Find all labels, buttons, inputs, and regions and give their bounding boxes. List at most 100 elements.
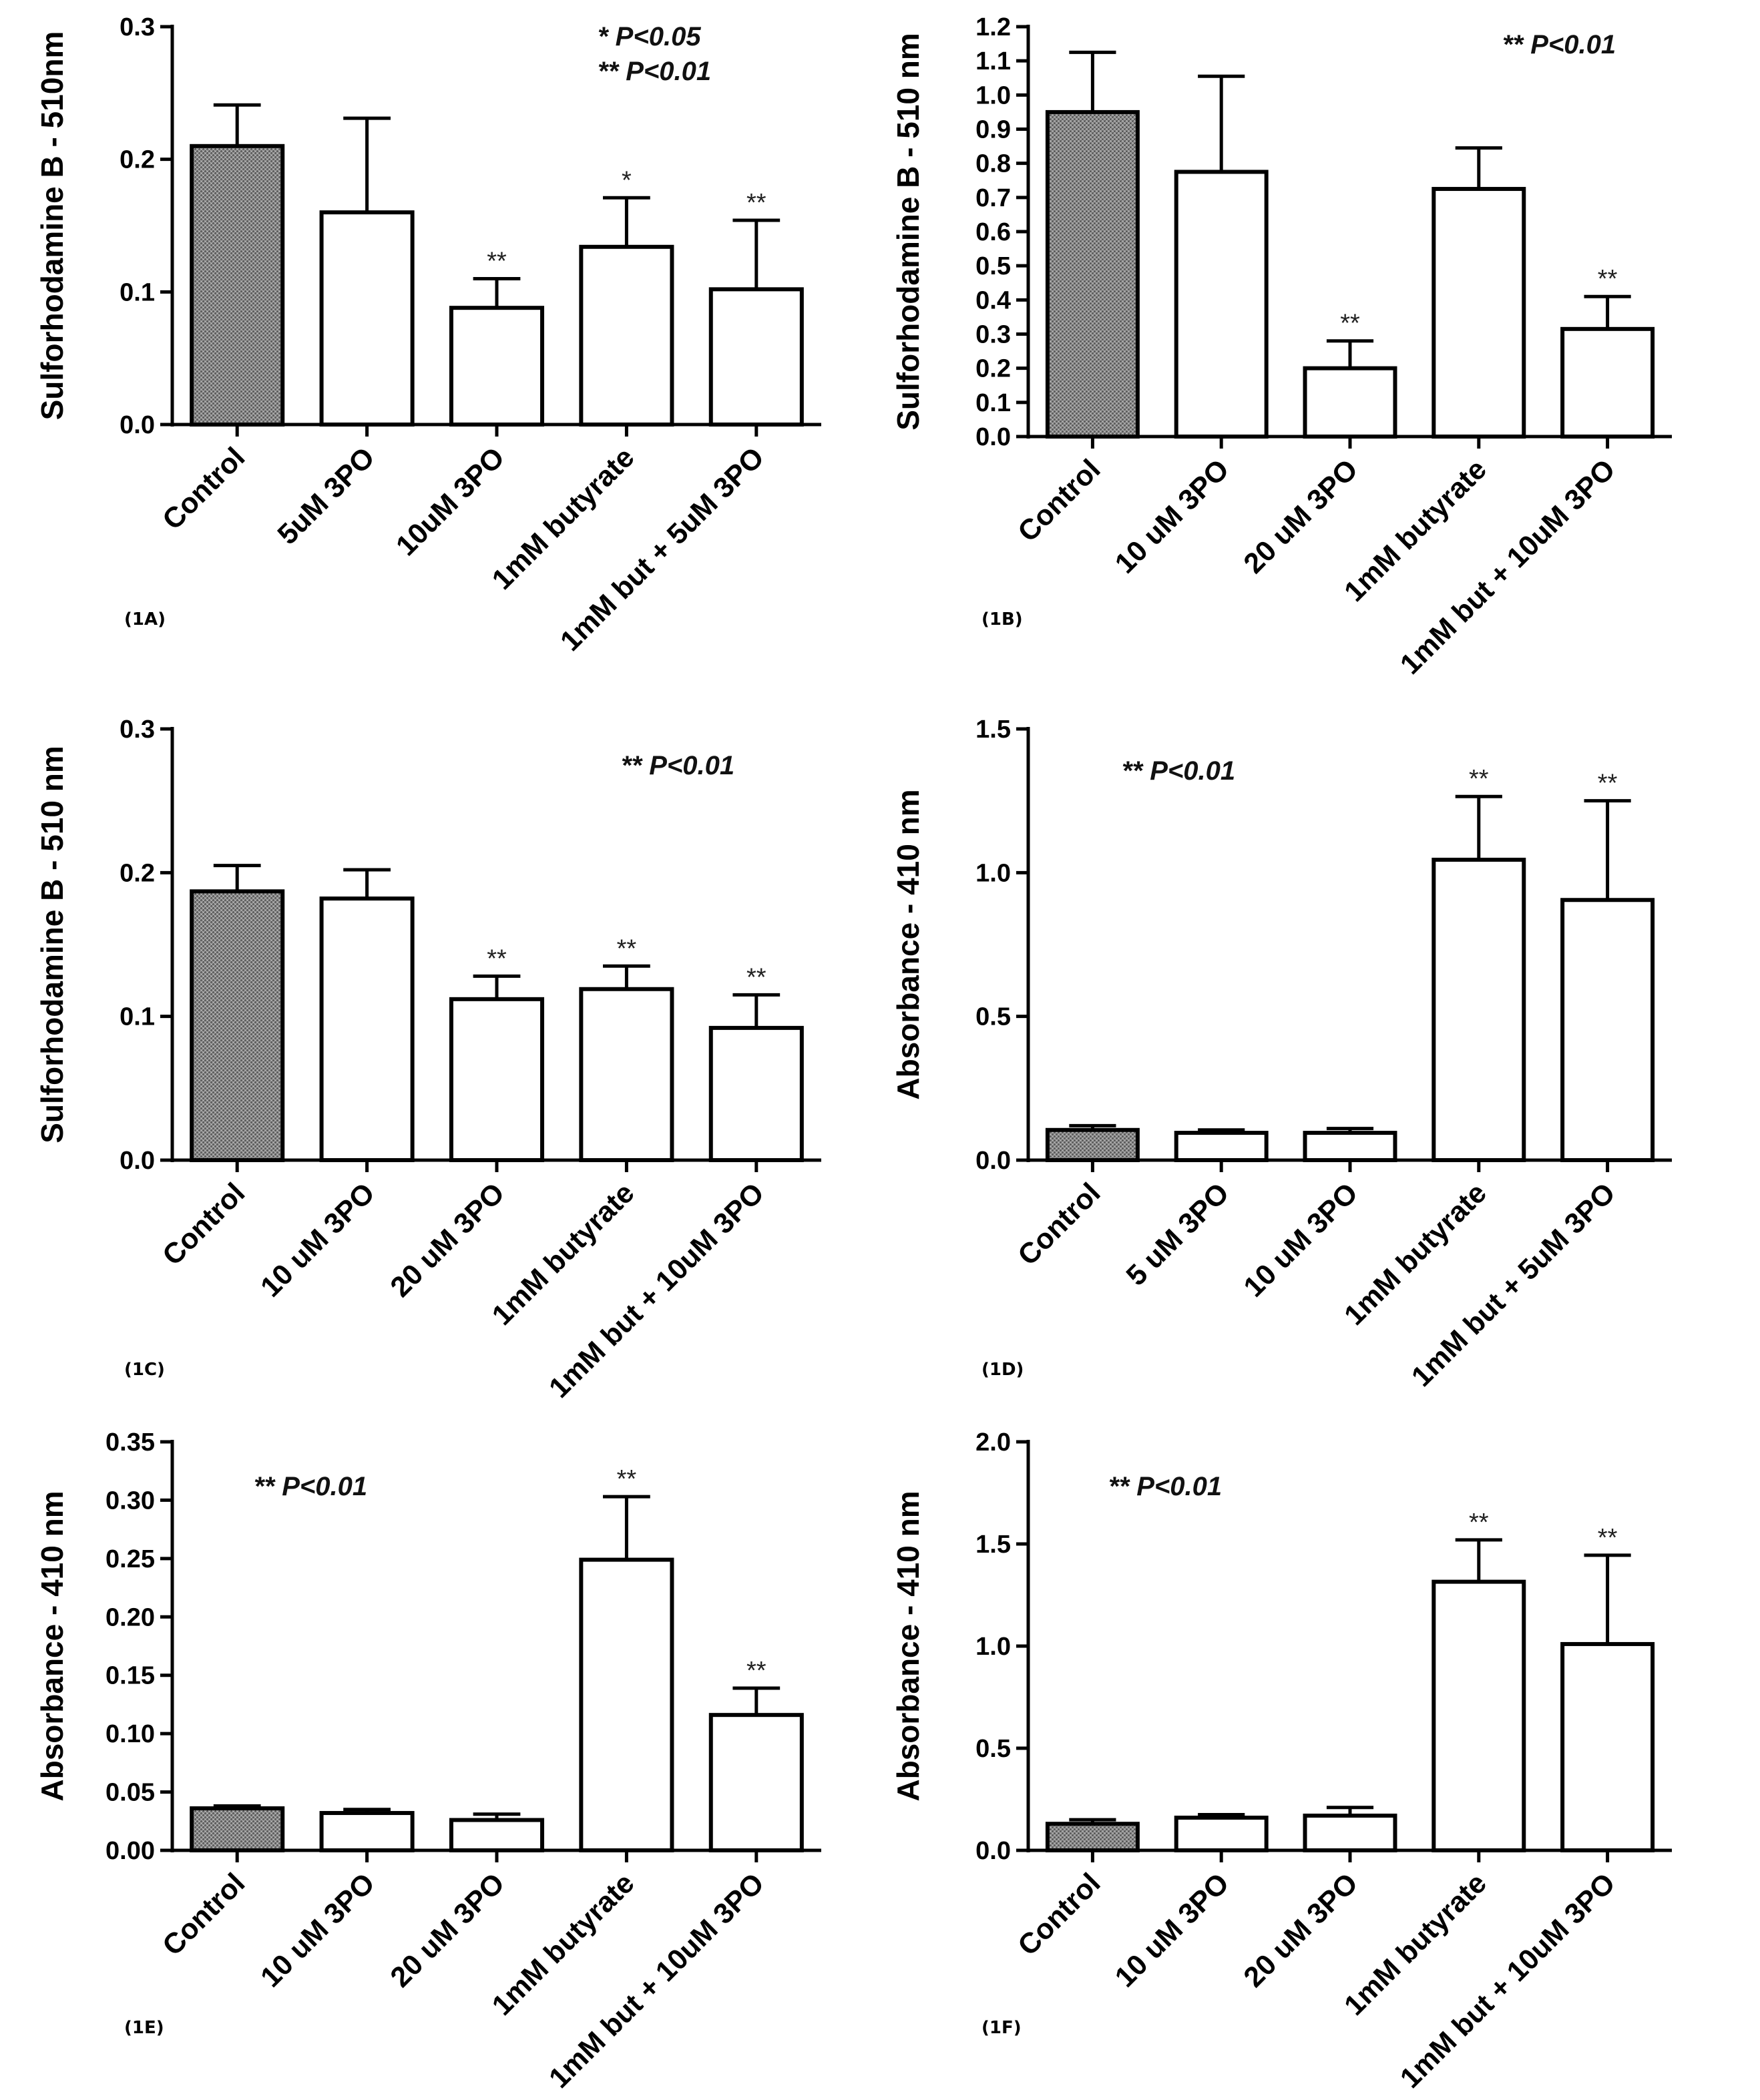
bar-2	[1174, 170, 1269, 439]
bar-2	[319, 1811, 415, 1852]
bar-4	[1432, 187, 1526, 439]
bar-5	[708, 287, 804, 427]
y-tick-label: 0.1	[975, 389, 1011, 417]
bar-4	[579, 244, 674, 427]
y-tick-label: 0.8	[975, 150, 1011, 178]
bar-5	[708, 1713, 804, 1853]
chart-panel-5: 0.00 0.05 0.10 0.15 0.20 0.25 0.30 0.35 Absorban…	[35, 1428, 821, 2095]
y-tick-label: 0.30	[105, 1487, 155, 1515]
y-tick-label: 0.3	[120, 716, 155, 744]
y-tick-label: 1.0	[975, 81, 1011, 109]
y-tick-label: 0.0	[120, 411, 155, 439]
x-category-label: Control	[156, 1867, 251, 1962]
panel-label: (1A)	[124, 609, 166, 629]
x-category-label: Control	[1012, 453, 1106, 548]
bar-2	[1174, 1131, 1269, 1163]
bar-3	[1303, 366, 1397, 439]
panel-label: (1C)	[124, 1360, 165, 1380]
significance-mark: **	[1598, 265, 1618, 293]
y-tick-label: 1.1	[975, 47, 1011, 75]
x-category-label: 1mM but + 10uM 3PO	[1394, 1867, 1622, 2095]
y-tick-label: 1.5	[975, 1531, 1011, 1559]
bar-5	[1560, 1641, 1655, 1852]
x-category-label: 10 uM 3PO	[254, 1867, 381, 1993]
significance-mark: **	[487, 247, 507, 275]
significance-mark: **	[617, 1465, 637, 1493]
y-tick-label: 0.1	[120, 278, 155, 306]
bar-1	[1045, 109, 1140, 439]
y-tick-label: 0.5	[975, 252, 1011, 280]
panel-label: (1B)	[981, 609, 1023, 629]
p-value-legend: ** P<0.01	[1122, 756, 1235, 786]
x-category-label: Control	[156, 441, 251, 536]
bar-4	[579, 987, 674, 1162]
y-axis-label: Sulforhodamine B - 510 nm	[35, 746, 69, 1143]
y-tick-label: 0.3	[975, 321, 1011, 349]
y-tick-label: 1.0	[975, 859, 1011, 887]
y-tick-label: 0.3	[120, 13, 155, 41]
y-tick-label: 0.20	[105, 1603, 155, 1631]
y-tick-label: 0.0	[975, 1837, 1011, 1865]
x-category-label: 10 uM 3PO	[254, 1177, 381, 1303]
significance-mark: **	[1469, 765, 1489, 793]
bar-2	[1174, 1816, 1269, 1853]
x-category-label: 10 uM 3PO	[1109, 1867, 1235, 1993]
significance-mark: **	[1340, 310, 1360, 338]
p-value-legend: ** P<0.01	[254, 1472, 367, 1501]
significance-mark: **	[617, 935, 637, 963]
p-value-legend: ** P<0.01	[598, 57, 711, 86]
bar-1	[1045, 1127, 1140, 1163]
bar-1	[190, 889, 285, 1162]
x-category-label: Control	[156, 1177, 251, 1272]
y-tick-label: 0.2	[120, 146, 155, 174]
x-category-label: 20 uM 3PO	[1238, 453, 1364, 579]
y-axis-label: Absorbance - 410 nm	[891, 789, 925, 1099]
y-tick-label: 0.0	[975, 1147, 1011, 1175]
bar-5	[1560, 326, 1655, 439]
y-axis-label: Sulforhodamine B - 510nm	[35, 31, 69, 421]
chart-panel-6: 0.0 0.5 1.0 1.5 2.0 Absorbance - 410 nm Contro…	[891, 1428, 1672, 2095]
x-category-label: 20 uM 3PO	[1238, 1867, 1364, 1993]
bar-3	[449, 997, 545, 1162]
chart-panel-3: 0.0 0.1 0.2 0.3 Sulforhodamine B - 510 nm Con…	[35, 716, 821, 1404]
x-category-label: Control	[1012, 1177, 1106, 1272]
significance-mark: **	[1598, 770, 1618, 798]
y-tick-label: 0.5	[975, 1003, 1011, 1031]
y-axis-label: Sulforhodamine B - 510 nm	[891, 33, 925, 431]
y-tick-label: 1.5	[975, 716, 1011, 744]
bar-3	[1303, 1813, 1397, 1852]
bar-3	[449, 1818, 545, 1852]
p-value-legend: ** P<0.01	[1502, 30, 1616, 59]
y-tick-label: 0.25	[105, 1545, 155, 1573]
significance-mark: **	[487, 945, 507, 973]
y-tick-label: 0.10	[105, 1720, 155, 1748]
panel-label: (1F)	[981, 2018, 1022, 2038]
x-category-label: 20 uM 3PO	[385, 1867, 511, 1993]
panel-label: (1E)	[124, 2018, 164, 2038]
significance-mark: **	[746, 963, 766, 991]
x-category-label: 10uM 3PO	[390, 441, 511, 562]
y-tick-label: 0.05	[105, 1779, 155, 1807]
panel-label: (1D)	[981, 1360, 1024, 1380]
y-tick-label: 2.0	[975, 1428, 1011, 1457]
y-tick-label: 0.6	[975, 218, 1011, 246]
y-tick-label: 0.1	[120, 1003, 155, 1031]
y-tick-label: 0.9	[975, 116, 1011, 144]
chart-panel-1: 0.0 0.1 0.2 0.3 Sulforhodamine B - 510nm Cont…	[35, 13, 821, 658]
p-value-legend: ** P<0.01	[1108, 1472, 1222, 1501]
bar-3	[1303, 1131, 1397, 1163]
x-category-label: 10 uM 3PO	[1238, 1177, 1364, 1303]
p-value-legend: * P<0.05	[598, 22, 701, 51]
y-tick-label: 1.2	[975, 13, 1011, 41]
bar-1	[1045, 1822, 1140, 1852]
significance-mark: **	[746, 189, 766, 217]
p-value-legend: ** P<0.01	[621, 751, 734, 780]
bar-5	[1560, 898, 1655, 1163]
x-category-label: 10 uM 3PO	[1109, 453, 1235, 579]
y-tick-label: 0.0	[975, 423, 1011, 451]
x-category-label: Control	[1012, 1867, 1106, 1962]
bar-4	[579, 1557, 674, 1852]
bar-5	[708, 1025, 804, 1162]
x-category-label: 1mM but + 10uM 3PO	[543, 1177, 771, 1404]
